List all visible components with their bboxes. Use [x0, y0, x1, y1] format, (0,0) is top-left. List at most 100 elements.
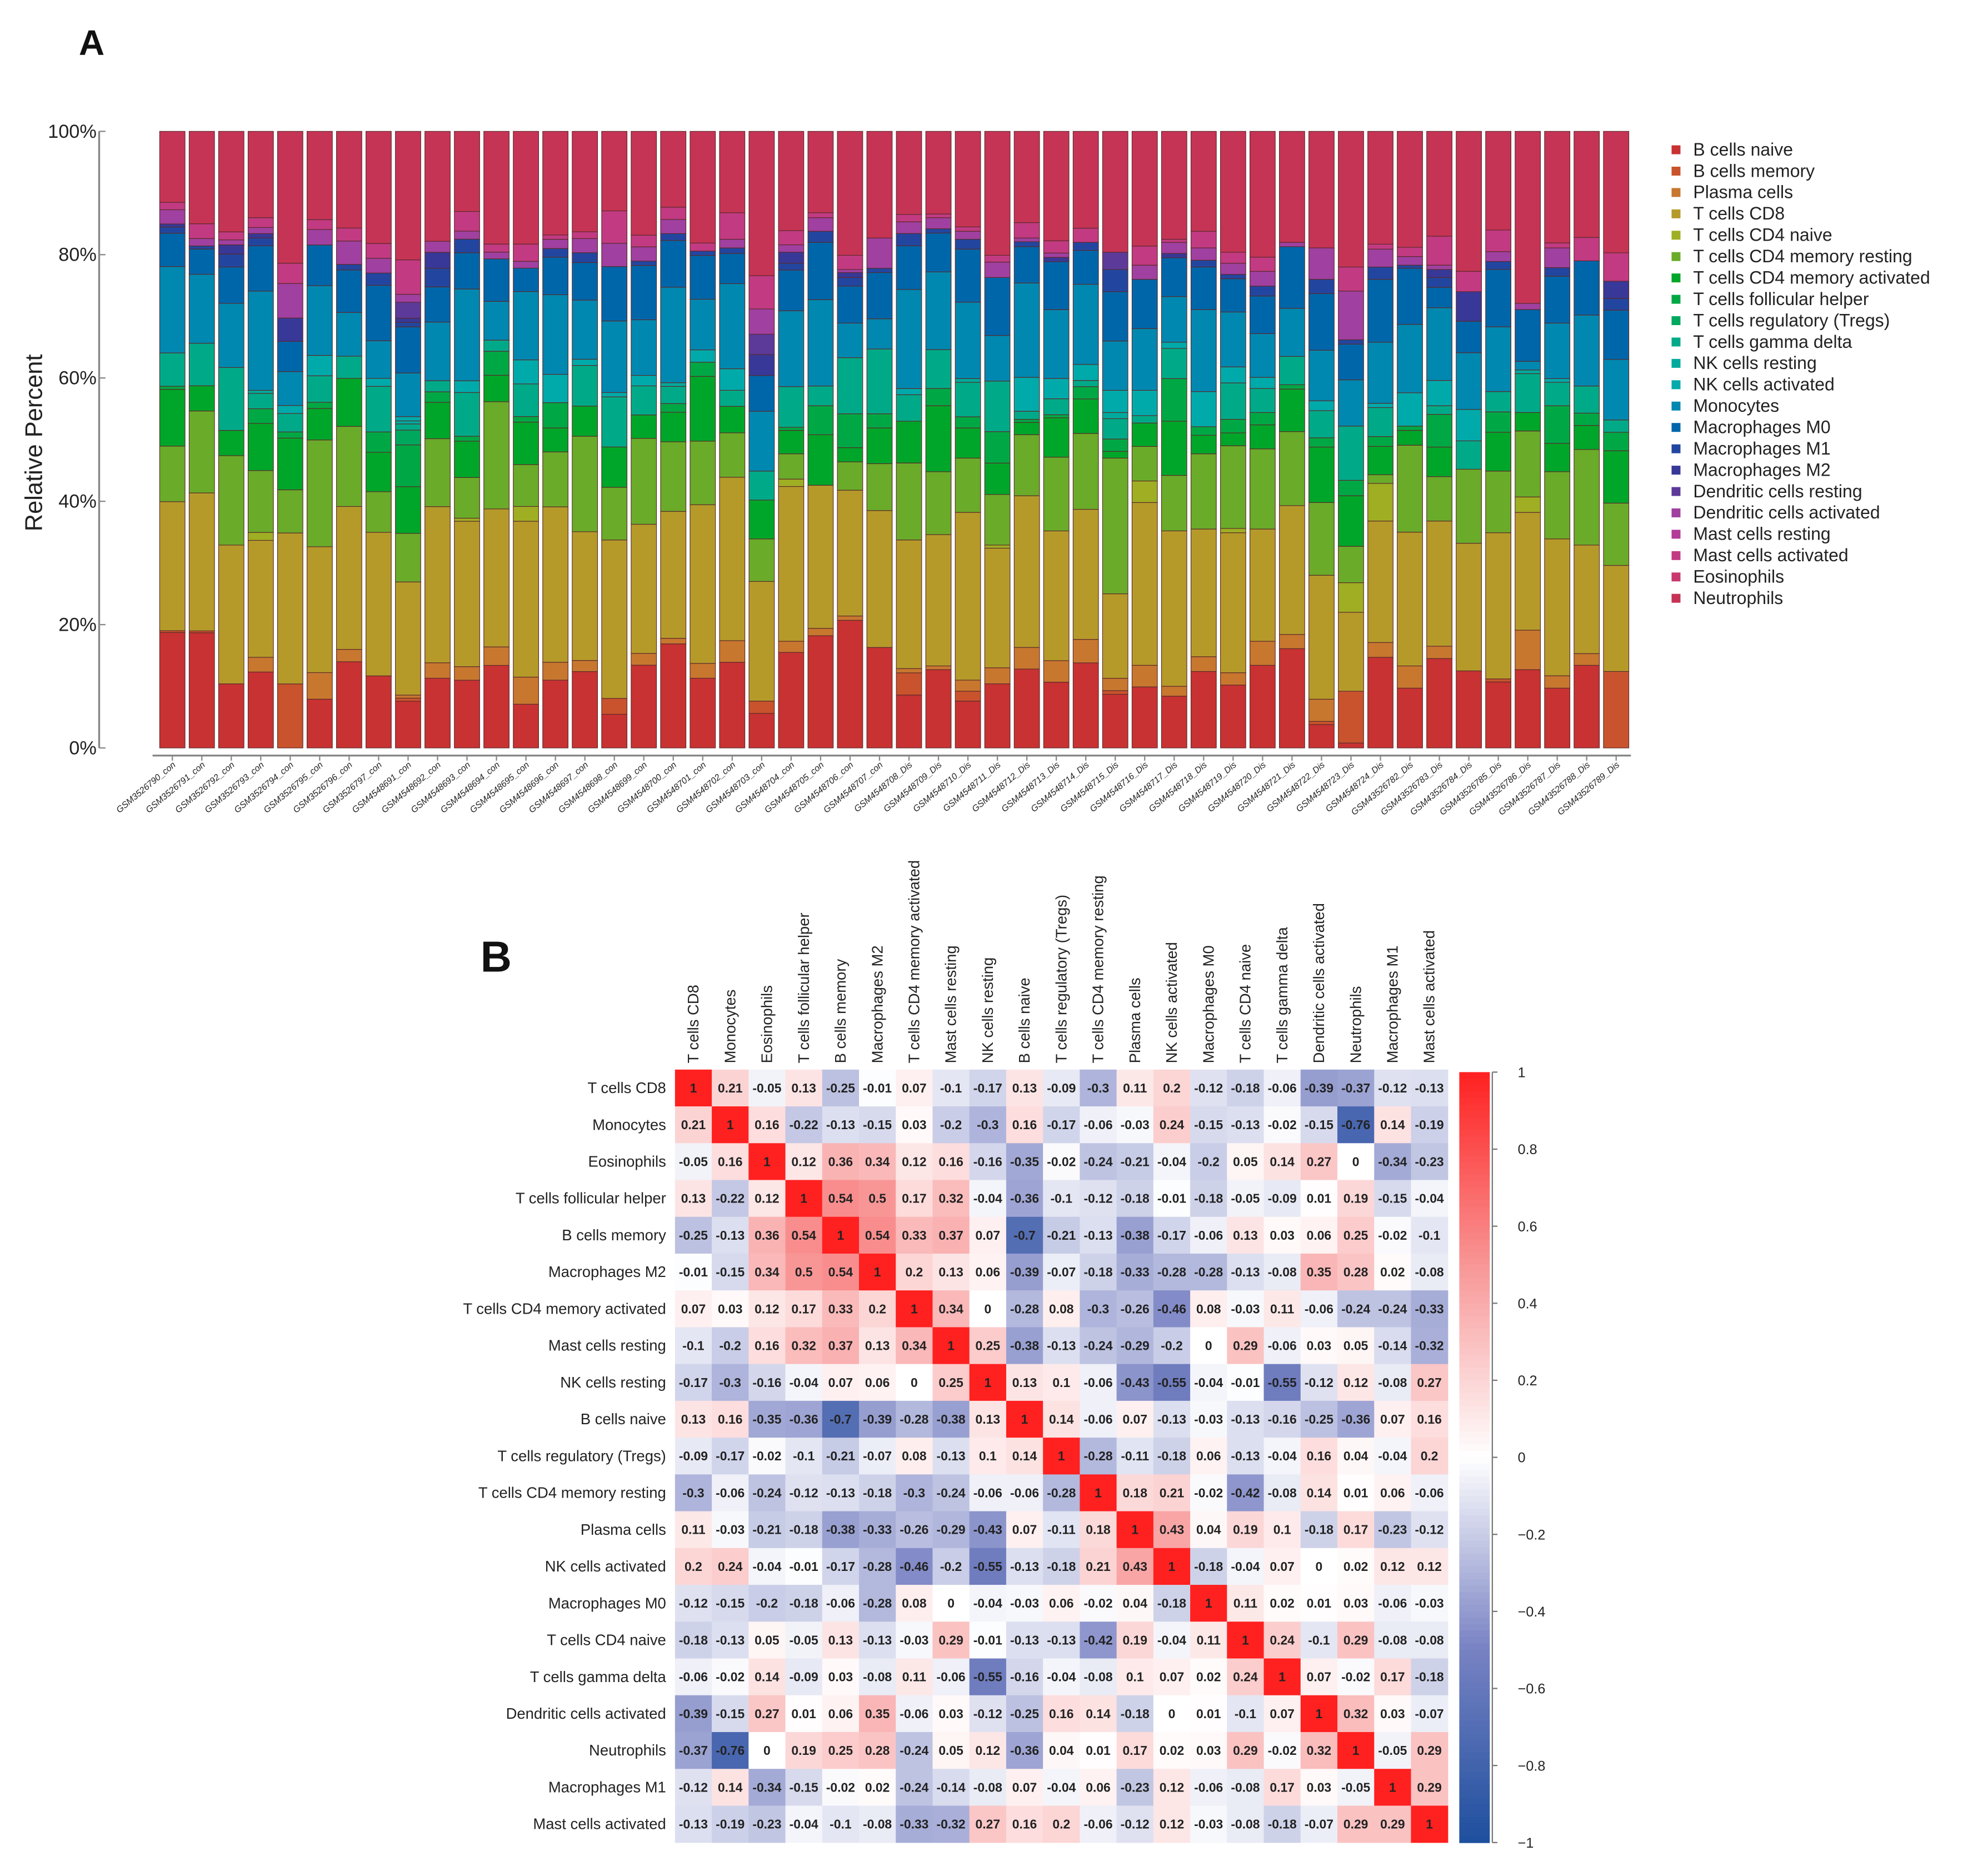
bar-segment-macrophages-m2	[424, 252, 451, 269]
cell-value: -0.2	[1198, 1154, 1220, 1169]
bar-segment-mast-cells-activated	[1072, 228, 1099, 243]
cell-value: 0.03	[1307, 1339, 1332, 1353]
bar-GSM4548719_Dis	[1220, 131, 1246, 749]
legend-item: T cells CD4 naive	[1671, 225, 1832, 245]
heatmap-cell	[822, 1695, 860, 1733]
colorbar-step	[1459, 1701, 1490, 1709]
heatmap-cell	[1411, 1216, 1448, 1254]
cell-value: 0.54	[828, 1191, 853, 1206]
bar-segment-nk-cells-activated	[1043, 378, 1070, 400]
cell-value: 0.06	[976, 1265, 1000, 1279]
heatmap-cell	[1153, 1364, 1191, 1401]
bar-segment-t-cells-cd4-memory-activated	[1397, 430, 1423, 446]
bar-segment-t-cells-gamma-delta	[1043, 398, 1070, 415]
cell-value: -0.1	[1051, 1191, 1073, 1206]
bar-segment-t-cells-gamma-delta	[572, 365, 598, 407]
heatmap-cell	[822, 1400, 860, 1438]
bar-GSM4548724_Dis	[1367, 131, 1393, 749]
bar-segment-t-cells-follicular-helper	[1279, 384, 1305, 390]
heatmap-cell	[1080, 1548, 1117, 1585]
bar-segment-t-cells-cd8	[719, 477, 746, 641]
bar-segment-t-cells-cd4-naive	[513, 506, 539, 522]
cell-value: 0.01	[791, 1707, 816, 1721]
heatmap-cell	[932, 1143, 970, 1181]
bar-segment-neutrophils	[572, 131, 598, 232]
cell-value: 0.12	[1380, 1559, 1405, 1574]
bar-segment-dendritic-cells-activated	[1131, 265, 1158, 280]
bar-segment-neutrophils	[778, 131, 805, 231]
cell-value: 0.07	[828, 1375, 853, 1390]
heatmap-cell	[1374, 1253, 1412, 1291]
heatmap-cell	[712, 1548, 749, 1585]
heatmap-cell	[1411, 1400, 1448, 1438]
cell-value: -0.03	[1415, 1596, 1444, 1610]
heatmap-cell	[822, 1364, 860, 1401]
bar-segment-t-cells-cd4-memory-resting	[1308, 502, 1335, 576]
cell-value: -0.76	[1341, 1117, 1370, 1132]
bar-segment-nk-cells-activated	[690, 349, 716, 363]
colorbar-step	[1459, 1509, 1490, 1516]
colorbar-step	[1459, 1303, 1490, 1310]
colorbar-step	[1459, 1149, 1490, 1156]
heatmap-cell	[748, 1658, 786, 1696]
bar-segment-t-cells-cd4-memory-activated	[1603, 450, 1630, 504]
cell-value: -0.12	[973, 1707, 1002, 1721]
colorbar-step	[1459, 1643, 1490, 1651]
legend-label: Eosinophils	[1693, 567, 1784, 587]
bar-segment-mast-cells-activated	[925, 213, 952, 218]
bar-segment-b-cells-naive	[690, 677, 716, 749]
cell-value: -0.21	[752, 1523, 781, 1537]
colorbar-step	[1459, 1695, 1490, 1702]
bar-segment-t-cells-cd4-memory-activated	[925, 405, 952, 472]
heatmap-cell	[896, 1364, 933, 1401]
bar-segment-t-cells-cd4-memory-resting	[660, 441, 687, 512]
heatmap-cell	[675, 1327, 712, 1365]
colorbar-step	[1459, 1386, 1490, 1394]
bar-segment-t-cells-cd4-naive	[984, 545, 1011, 549]
heatmap-cell	[1190, 1290, 1228, 1328]
bar-segment-neutrophils	[513, 131, 539, 245]
bar-segment-macrophages-m1	[1250, 286, 1276, 297]
heatmap-cell	[822, 1143, 860, 1181]
heatmap-cell	[932, 1069, 970, 1107]
bar-segment-t-cells-follicular-helper	[454, 436, 480, 442]
cell-value: -0.06	[1305, 1301, 1333, 1316]
cell-value: 1	[763, 1154, 771, 1169]
bar-segment-macrophages-m1	[1367, 266, 1393, 280]
column-label: Macrophages M0	[1200, 945, 1217, 1063]
bar-segment-macrophages-m0	[572, 262, 598, 301]
heatmap-cell	[896, 1769, 933, 1807]
bar-segment-nk-cells-activated	[1013, 377, 1040, 412]
heatmap-cell	[1116, 1253, 1154, 1291]
cell-value: -0.43	[1121, 1375, 1150, 1390]
cell-value: 0.06	[828, 1707, 853, 1721]
heatmap-cell	[1227, 1438, 1265, 1475]
cell-value: -0.06	[973, 1485, 1002, 1500]
heatmap-cell	[969, 1327, 1007, 1365]
heatmap-cell	[858, 1474, 896, 1512]
heatmap-cell	[748, 1327, 786, 1365]
bar-segment-t-cells-follicular-helper	[1220, 418, 1246, 433]
heatmap-cell	[1337, 1805, 1375, 1843]
bar-segment-b-cells-naive	[513, 704, 539, 749]
heatmap-cell	[675, 1400, 712, 1438]
colorbar-step	[1459, 1733, 1490, 1740]
heatmap-cell	[858, 1805, 896, 1843]
colorbar-step	[1459, 1188, 1490, 1195]
bar-GSM43526789_Dis	[1603, 131, 1630, 749]
cell-value: -0.08	[863, 1670, 892, 1684]
cell-value: -0.37	[1341, 1081, 1370, 1095]
heatmap-cell	[932, 1548, 970, 1585]
heatmap-cell	[1153, 1511, 1191, 1549]
bar-segment-macrophages-m2	[837, 272, 863, 278]
bar-segment-macrophages-m0	[601, 266, 628, 322]
heatmap-cell	[1043, 1511, 1081, 1549]
heatmap-cell	[822, 1548, 860, 1585]
bar-segment-t-cells-cd8	[690, 504, 716, 664]
bar-GSM4548701_con	[690, 131, 716, 749]
bar-segment-macrophages-m2	[1043, 257, 1070, 262]
heatmap-cell	[785, 1695, 823, 1733]
cell-value: 0.08	[902, 1596, 927, 1610]
heatmap-cell	[858, 1143, 896, 1181]
